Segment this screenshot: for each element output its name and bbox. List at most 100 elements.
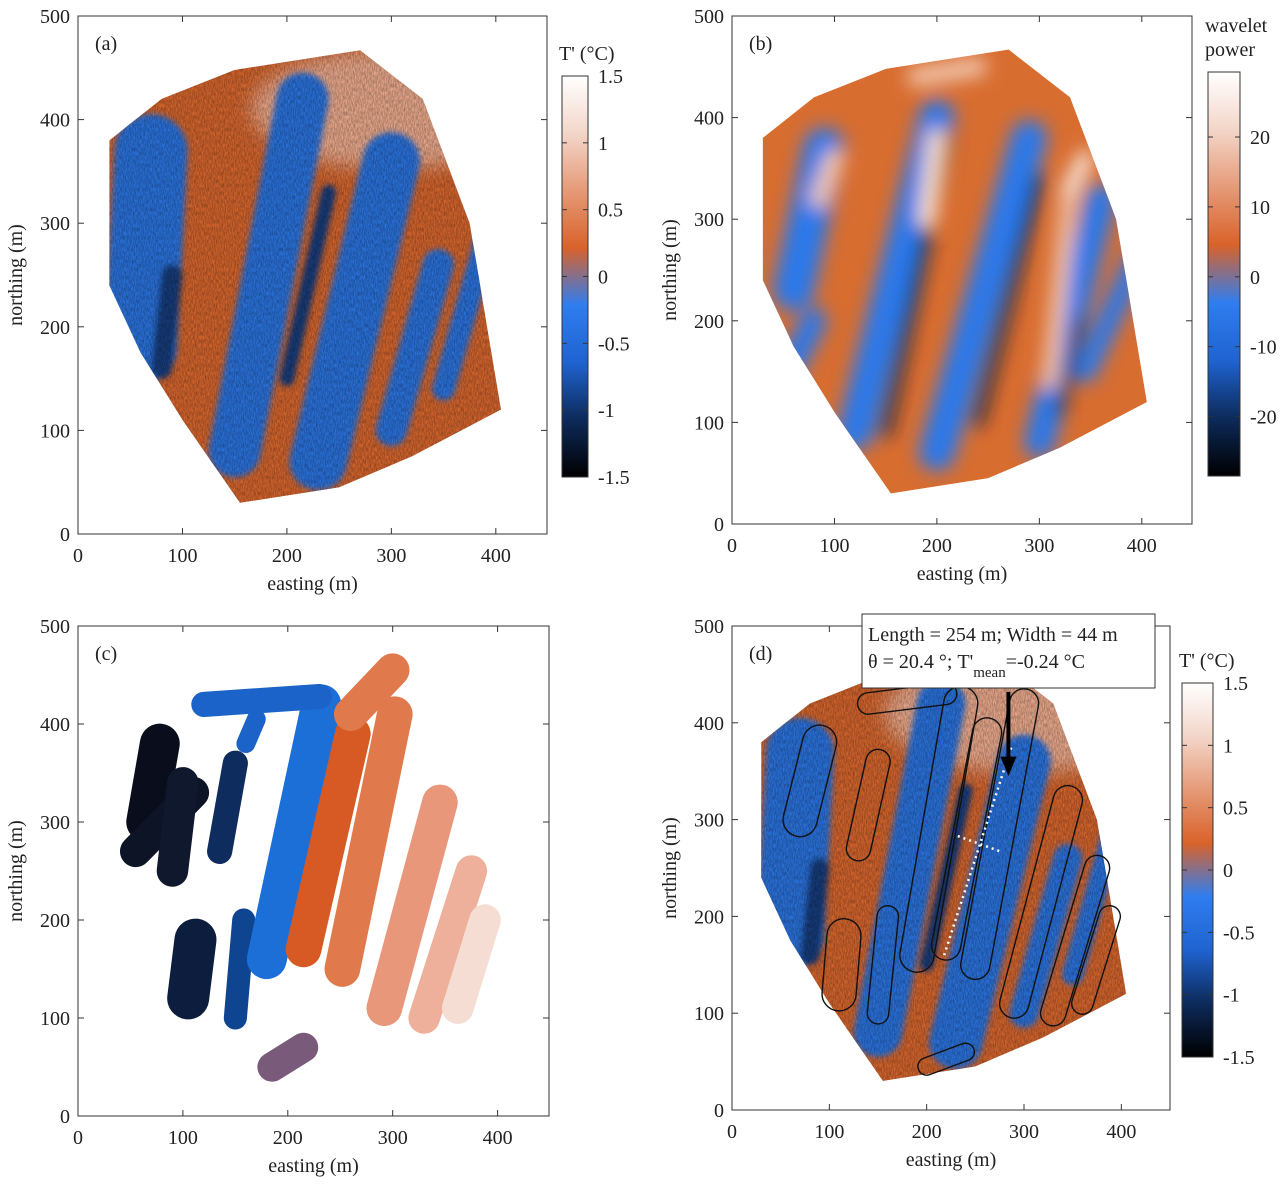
panel-label: (c)	[95, 643, 117, 665]
field-shape	[809, 149, 844, 209]
field-shape	[1070, 904, 1122, 1015]
y-axis-label: northing (m)	[659, 817, 681, 919]
x-tick-label: 200	[273, 1127, 303, 1149]
y-axis-label: northing (m)	[659, 219, 681, 321]
panel: 0 100 200 300 400 0 100 200 300 400 500 easting (m)…	[5, 616, 550, 1177]
field-shape	[972, 173, 1045, 428]
colorbar	[1207, 71, 1241, 477]
panel-label: (b)	[749, 33, 772, 55]
x-tick-label: 200	[912, 1121, 942, 1143]
field-shape	[333, 653, 410, 731]
field-shape	[821, 918, 862, 1012]
field	[109, 50, 502, 503]
arrow-head	[1000, 756, 1017, 777]
y-tick-label: 300	[40, 213, 70, 235]
colorbar-tick-label: -1.5	[598, 467, 630, 489]
panel: 0 100 200 300 400 0 100 200 300 400 500 easting (m)…	[5, 6, 630, 595]
y-axis-label: northing (m)	[5, 820, 27, 922]
colorbar-tick-label: -20	[1250, 407, 1277, 429]
x-axis-label: easting (m)	[917, 563, 1008, 585]
field-shape	[207, 750, 248, 864]
colorbar-label: T' (°C)	[559, 43, 614, 65]
field-shape	[907, 57, 988, 87]
x-tick-label: 300	[1024, 535, 1054, 557]
x-tick-label: 0	[73, 1127, 83, 1149]
annotation-line: θ = 20.4 °; T'mean=-0.24 °C	[868, 651, 1085, 681]
field-shape	[236, 709, 266, 754]
colorbar-tick-label: 1	[1223, 735, 1233, 757]
y-tick-label: 500	[694, 616, 724, 638]
dotted-width	[957, 834, 1002, 853]
y-tick-label: 0	[60, 1106, 70, 1128]
x-axis-label: easting (m)	[267, 573, 358, 595]
field-shape	[998, 784, 1084, 1019]
field-shape	[223, 908, 256, 1030]
x-tick-label: 400	[481, 545, 511, 567]
x-tick-label: 100	[167, 545, 197, 567]
y-tick-label: 500	[694, 6, 724, 28]
annotation-part: =-0.24 °C	[1006, 651, 1085, 673]
colorbar-tick-label: -1.5	[1223, 1047, 1255, 1069]
field-shape	[930, 717, 1003, 961]
axes-box	[731, 15, 1193, 525]
field-shape	[1055, 316, 1085, 417]
panel-label: (a)	[95, 33, 117, 55]
x-tick-label: 300	[378, 1127, 408, 1149]
colorbar-label: T' (°C)	[1179, 650, 1234, 672]
colorbar-tick-label: 0	[1250, 267, 1260, 289]
y-tick-label: 400	[694, 108, 724, 130]
y-tick-label: 100	[694, 1003, 724, 1025]
x-tick-label: 400	[1106, 1121, 1136, 1143]
colorbar-tick-label: 20	[1250, 127, 1270, 149]
x-tick-label: 300	[1009, 1121, 1039, 1143]
y-axis-label: northing (m)	[5, 224, 27, 326]
colorbar-tick-label: -10	[1250, 337, 1277, 359]
field	[761, 657, 1127, 1081]
y-tick-label: 100	[694, 412, 724, 434]
x-tick-label: 200	[272, 545, 302, 567]
y-tick-label: 300	[694, 810, 724, 832]
field-shape	[156, 767, 199, 887]
annotation-line: Length = 254 m; Width = 44 m	[868, 624, 1118, 646]
y-tick-label: 100	[40, 420, 70, 442]
colorbar-tick-label: 0.5	[598, 200, 623, 222]
field-shape	[1039, 854, 1111, 1027]
colorbar-tick-label: -0.5	[598, 333, 630, 355]
x-tick-label: 0	[727, 535, 737, 557]
x-tick-label: 100	[814, 1121, 844, 1143]
y-tick-label: 300	[40, 812, 70, 834]
x-axis-label: easting (m)	[906, 1149, 997, 1171]
field-shape	[366, 784, 458, 1027]
y-tick-label: 400	[40, 714, 70, 736]
field	[762, 49, 1147, 494]
field-shape	[324, 696, 413, 987]
colorbar-tick-label: -1	[598, 400, 615, 422]
field-shape	[257, 1032, 319, 1082]
axes-box	[77, 15, 548, 535]
field-shape	[917, 128, 947, 229]
field-shape	[917, 1042, 976, 1076]
annotation-part: θ = 20.4 °; T'	[868, 651, 973, 673]
dotted-axis	[942, 743, 1014, 956]
field-shape	[918, 119, 1048, 471]
y-tick-label: 500	[40, 6, 70, 28]
y-tick-label: 200	[694, 311, 724, 333]
colorbar-tick-label: 0.5	[1223, 798, 1248, 820]
colorbar-tick-label: 1.5	[598, 66, 623, 88]
annotation-part: mean	[973, 665, 1006, 681]
colorbar-label: wavelet	[1205, 15, 1268, 37]
y-tick-label: 200	[694, 906, 724, 928]
colorbar-label: power	[1205, 39, 1255, 61]
colorbar-tick-label: 1.5	[1223, 673, 1248, 695]
field-noise	[761, 657, 1127, 1081]
x-tick-label: 400	[1127, 535, 1157, 557]
y-tick-label: 100	[40, 1008, 70, 1030]
colorbar-tick-label: 1	[598, 133, 608, 155]
panel: 0 100 200 300 400 0 100 200 300 400 500 easting (m)…	[659, 613, 1255, 1171]
y-tick-label: 400	[694, 713, 724, 735]
x-tick-label: 100	[168, 1127, 198, 1149]
contours	[782, 682, 1122, 1076]
y-tick-label: 500	[40, 616, 70, 638]
colorbar-tick-label: 10	[1250, 197, 1270, 219]
